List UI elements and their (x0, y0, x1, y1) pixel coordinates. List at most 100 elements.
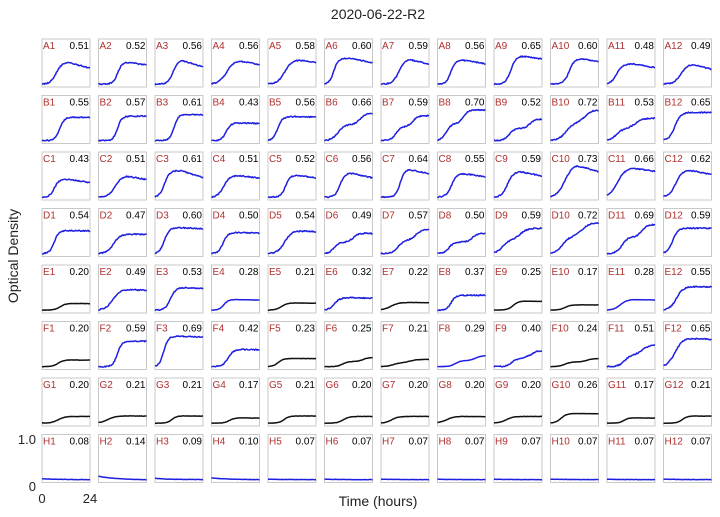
well-label: F5 (269, 324, 281, 335)
well-panel-b7: B7 0.59 (380, 95, 430, 144)
well-panel-g1: G1 0.20 (41, 377, 91, 427)
od-curve (380, 415, 430, 424)
well-max-od: 0.07 (691, 437, 711, 448)
well-panel-f4: F4 0.42 (211, 321, 260, 370)
well-frame (493, 208, 543, 257)
well-max-od: 0.43 (239, 98, 259, 109)
well-max-od: 0.07 (409, 437, 429, 448)
well-label: E6 (326, 267, 339, 278)
well-panel-b5: B5 0.56 (267, 95, 317, 144)
well-panel-h1: H1 0.08 (41, 434, 91, 483)
od-curve (380, 114, 430, 142)
well-label: E12 (665, 267, 683, 278)
od-curve (154, 169, 204, 198)
well-panel-g2: G2 0.21 (98, 377, 147, 427)
well-label: E5 (269, 267, 282, 278)
od-curve (324, 112, 373, 142)
well-label: H8 (439, 437, 452, 448)
well-label: D3 (156, 211, 169, 222)
od-curve (41, 116, 91, 142)
well-frame (154, 38, 204, 88)
well-max-od: 0.72 (578, 98, 598, 109)
well-panel-f3: F3 0.69 (154, 321, 204, 370)
well-panel-d12: D12 0.59 (663, 208, 712, 257)
well-label: D2 (100, 211, 113, 222)
well-frame (437, 38, 486, 88)
well-panel-e2: E2 0.49 (98, 264, 148, 314)
well-max-od: 0.07 (352, 437, 372, 448)
od-curve (437, 108, 486, 142)
well-max-od: 0.50 (239, 211, 259, 222)
well-frame (550, 95, 599, 144)
well-frame (493, 377, 543, 427)
od-curve (267, 478, 317, 481)
well-max-od: 0.55 (691, 267, 711, 278)
well-max-od: 0.17 (578, 267, 598, 278)
od-curve (380, 478, 430, 481)
well-panel-e9: E9 0.25 (493, 264, 543, 314)
well-label: D7 (382, 211, 395, 222)
well-label: H12 (665, 437, 684, 448)
well-label: H5 (269, 437, 282, 448)
well-panel-c6: C6 0.56 (324, 151, 373, 201)
well-panel-f1: F1 0.20 (41, 321, 91, 370)
well-label: B3 (156, 98, 169, 109)
well-panel-f9: F9 0.40 (493, 321, 543, 370)
well-max-od: 0.07 (465, 437, 485, 448)
od-curve (606, 344, 656, 368)
well-panel-h3: H3 0.09 (154, 434, 204, 483)
well-panel-b12: B12 0.65 (663, 95, 712, 144)
well-panel-a2: A2 0.52 (98, 38, 147, 88)
well-frame (41, 38, 91, 88)
od-curve (324, 232, 373, 255)
well-label: E4 (213, 267, 226, 278)
well-panel-f7: F7 0.21 (380, 321, 430, 370)
well-panel-c2: C2 0.51 (98, 151, 147, 201)
od-curve (606, 417, 655, 424)
well-label: E3 (156, 267, 169, 278)
well-panel-b1: B1 0.55 (41, 95, 91, 144)
od-curve (324, 415, 373, 424)
well-frame (437, 434, 486, 483)
well-panel-h7: H7 0.07 (380, 434, 430, 483)
od-curve (42, 229, 91, 255)
well-max-od: 0.49 (126, 267, 146, 278)
well-label: E9 (495, 267, 508, 278)
well-frame (98, 321, 147, 370)
well-panel-g5: G5 0.21 (267, 377, 317, 427)
well-label: B9 (495, 98, 508, 109)
well-max-od: 0.17 (635, 380, 655, 391)
well-frame (380, 95, 430, 144)
well-frame (211, 321, 260, 370)
well-max-od: 0.60 (352, 41, 372, 52)
well-frame (154, 377, 204, 427)
well-panel-e8: E8 0.37 (437, 264, 486, 314)
well-label: F12 (665, 324, 683, 335)
well-max-od: 0.66 (635, 154, 655, 165)
od-curve (98, 288, 148, 311)
od-curve (98, 232, 147, 255)
well-panel-h2: H2 0.14 (98, 434, 147, 483)
od-curve (267, 302, 317, 311)
well-frame (98, 95, 147, 144)
well-label: G9 (495, 380, 509, 391)
well-panel-a6: A6 0.60 (324, 38, 373, 88)
well-panel-g7: G7 0.20 (380, 377, 430, 427)
well-label: H7 (382, 437, 395, 448)
od-curve (154, 335, 204, 367)
well-panel-c11: C11 0.66 (606, 151, 656, 201)
well-label: D5 (269, 211, 282, 222)
well-panel-a12: A12 0.49 (663, 38, 712, 88)
well-label: C3 (156, 154, 169, 165)
well-max-od: 0.51 (239, 154, 259, 165)
well-max-od: 0.56 (296, 98, 316, 109)
od-curve (380, 58, 430, 86)
well-label: C10 (552, 154, 571, 165)
well-max-od: 0.20 (70, 267, 90, 278)
well-label: D8 (439, 211, 452, 222)
od-curve (663, 415, 712, 424)
well-frame (606, 264, 656, 314)
well-label: B2 (100, 98, 113, 109)
well-label: A4 (213, 41, 226, 52)
well-label: A8 (439, 41, 452, 52)
